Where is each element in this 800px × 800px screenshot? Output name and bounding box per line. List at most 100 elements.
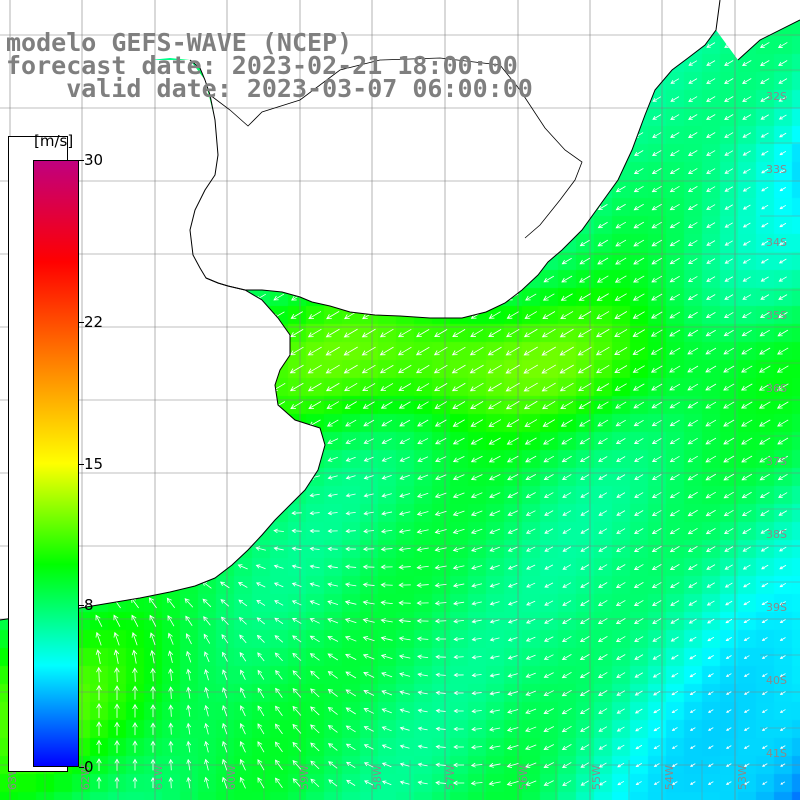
- wind-arrow: [204, 740, 209, 753]
- wind-arrow: [96, 684, 102, 701]
- wind-arrow: [325, 328, 340, 338]
- wind-arrow: [707, 727, 714, 731]
- wind-arrow: [707, 781, 714, 785]
- wind-arrow: [670, 78, 680, 84]
- wind-arrow: [327, 725, 338, 733]
- wind-arrow: [204, 776, 209, 789]
- wind-arrow: [453, 744, 464, 750]
- wind-arrow: [705, 312, 716, 319]
- wind-arrow: [112, 597, 121, 609]
- wind-arrow: [651, 293, 663, 301]
- wind-arrow: [542, 293, 555, 301]
- wind-arrow: [381, 726, 392, 732]
- wind-arrow: [327, 618, 339, 624]
- wind-arrow: [633, 546, 644, 552]
- wind-arrow: [525, 672, 536, 678]
- wind-arrow: [204, 758, 209, 771]
- land-north: [0, 0, 720, 318]
- wind-arrow: [597, 239, 609, 247]
- wind-arrow: [523, 382, 538, 392]
- wind-arrow: [616, 726, 625, 732]
- wind-arrow: [470, 455, 483, 463]
- wind-arrow: [669, 491, 680, 499]
- wind-arrow: [380, 383, 394, 391]
- wind-arrow: [471, 673, 482, 678]
- wind-arrow: [597, 257, 609, 265]
- wind-arrow: [598, 564, 608, 570]
- wind-arrow: [671, 745, 678, 749]
- wind-arrow: [777, 455, 789, 463]
- wind-arrow: [309, 635, 320, 643]
- wind-arrow: [131, 614, 139, 627]
- wind-arrow: [724, 276, 734, 282]
- wind-arrow: [543, 762, 554, 768]
- wind-arrow: [274, 652, 283, 662]
- wind-arrow: [399, 419, 411, 427]
- wind-arrow: [489, 709, 501, 714]
- wind-arrow: [381, 672, 393, 678]
- wind-arrow: [779, 655, 786, 659]
- model-title: modelo GEFS-WAVE (NCEP): [6, 28, 353, 57]
- wind-arrow: [543, 455, 555, 463]
- wind-arrow: [222, 651, 228, 662]
- longitude-label: 56W: [517, 765, 530, 790]
- wind-arrow: [525, 492, 536, 498]
- wind-arrow: [292, 670, 302, 680]
- wind-arrow: [150, 722, 156, 735]
- wind-arrow: [325, 346, 340, 356]
- wind-arrow: [669, 221, 680, 229]
- wind-arrow: [291, 528, 302, 534]
- wind-arrow: [669, 239, 680, 247]
- wind-arrow: [381, 690, 393, 696]
- wind-arrow: [760, 258, 769, 264]
- wind-arrow: [308, 401, 322, 409]
- wind-arrow: [275, 705, 283, 716]
- wind-arrow: [132, 667, 138, 682]
- wind-arrow: [222, 687, 228, 699]
- wind-arrow: [221, 758, 228, 771]
- wind-arrow: [290, 401, 304, 409]
- wind-arrow: [596, 275, 609, 283]
- wind-arrow: [778, 510, 788, 516]
- wind-arrow: [741, 329, 752, 337]
- wind-arrow: [452, 474, 465, 481]
- wind-arrow: [398, 654, 411, 659]
- wind-arrow: [723, 383, 735, 391]
- wind-arrow: [434, 582, 447, 588]
- wind-arrow: [204, 704, 209, 717]
- wind-arrow: [598, 528, 608, 534]
- wind-arrow: [705, 455, 717, 463]
- wind-arrow: [595, 328, 610, 338]
- wind-arrow: [761, 582, 769, 588]
- wind-arrow: [239, 634, 247, 644]
- wind-arrow: [451, 364, 466, 374]
- wind-arrow: [257, 669, 265, 680]
- wind-arrow: [614, 293, 627, 301]
- wind-arrow: [363, 708, 374, 714]
- wind-arrow: [687, 419, 698, 427]
- wind-arrow: [489, 673, 500, 678]
- wind-arrow: [487, 346, 502, 356]
- longitude-label: 57W: [444, 765, 457, 790]
- wind-arrow: [634, 708, 643, 714]
- wind-arrow: [562, 564, 572, 570]
- wind-arrow: [237, 582, 248, 588]
- wind-arrow: [543, 654, 554, 660]
- wind-arrow: [633, 203, 644, 211]
- wind-arrow: [435, 437, 447, 445]
- wind-arrow: [706, 204, 716, 210]
- wind-arrow: [95, 614, 103, 627]
- wind-arrow: [452, 528, 465, 535]
- wind-arrow: [616, 672, 626, 678]
- wind-arrow: [578, 311, 592, 320]
- wind-arrow: [291, 582, 302, 587]
- wind-arrow: [202, 598, 212, 608]
- wind-arrow: [597, 437, 608, 445]
- wind-arrow: [562, 546, 572, 552]
- wind-arrow: [580, 600, 590, 606]
- wind-arrow: [96, 758, 102, 772]
- wind-arrow: [687, 383, 699, 391]
- wind-arrow: [381, 419, 393, 427]
- wind-arrow: [507, 564, 518, 570]
- wind-arrow: [452, 565, 465, 570]
